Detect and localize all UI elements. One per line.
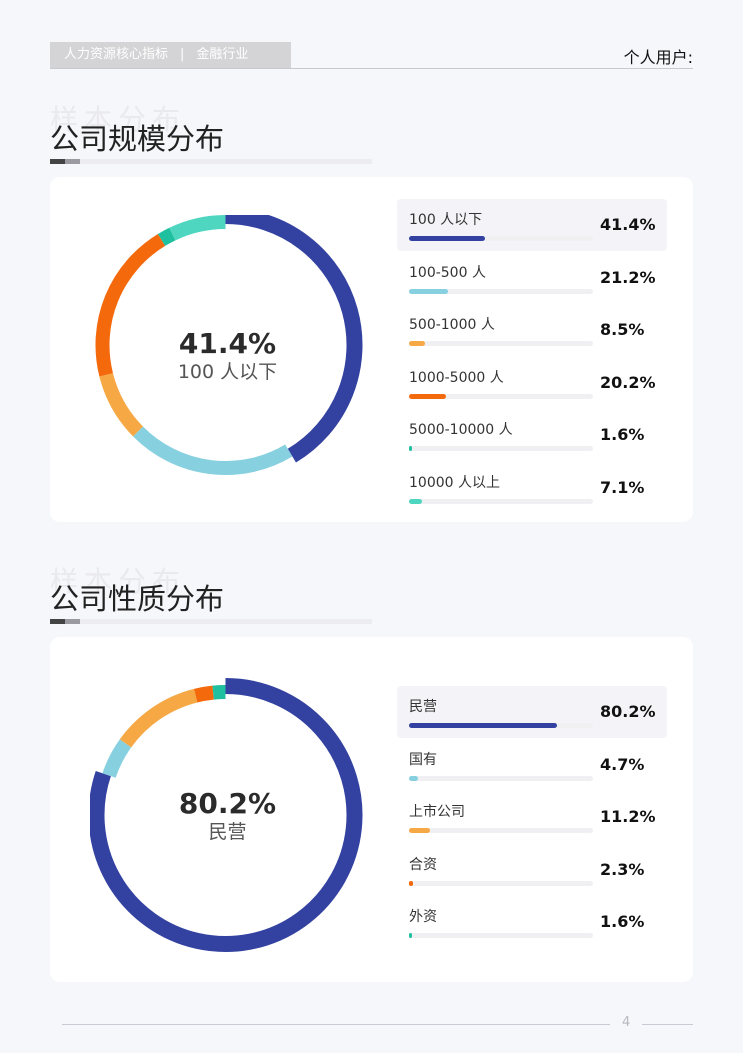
legend-company-size: 100 人以下 41.4% 100-500 人 21.2% 500-1000 人 8.5%… [397, 199, 667, 515]
legend-bar-track [409, 341, 593, 347]
donut-slice[interactable] [99, 372, 144, 437]
donut-slice[interactable] [225, 208, 363, 463]
donut-slice[interactable] [95, 233, 166, 377]
section-underline [50, 619, 372, 624]
legend-highlight [397, 199, 667, 251]
legend-percentage: 41.4% [600, 215, 656, 234]
chart-card-company-type: 80.2% 民营 民营 80.2% 国有 4.7% 上市公司 11.2% 合资 2.3% 外资 1… [50, 637, 693, 982]
legend-bar-fill [409, 723, 557, 728]
donut-svg [88, 678, 363, 952]
legend-bar-fill [409, 341, 425, 347]
breadcrumb: 人力资源核心指标 | 金融行业 [50, 42, 291, 68]
legend-bar-track [409, 828, 593, 834]
donut-slice[interactable] [157, 227, 176, 246]
legend-item[interactable]: 5000-10000 人 1.6% [397, 409, 667, 462]
legend-percentage: 11.2% [600, 807, 656, 827]
legend-bar-fill [409, 775, 418, 781]
legend-percentage: 80.2% [600, 702, 656, 721]
legend-bar-track [409, 775, 593, 781]
user-label: 个人用户: [623, 48, 693, 67]
donut-slice[interactable] [193, 685, 214, 703]
legend-percentage: 1.6% [600, 425, 645, 445]
donut-slice[interactable] [169, 215, 226, 241]
legend-percentage: 20.2% [600, 372, 656, 392]
legend-percentage: 4.7% [600, 754, 645, 774]
legend-bar-fill [409, 288, 448, 294]
legend-bar-track [409, 393, 593, 399]
legend-bar-fill [409, 236, 486, 241]
header-bar: 人力资源核心指标 | 金融行业 个人用户: [50, 42, 693, 70]
donut-center-label: 民营 [208, 821, 247, 843]
legend-bar-fill [409, 828, 430, 834]
donut-chart-company-type: 80.2% 民营 [88, 675, 365, 958]
breadcrumb-sub: 金融行业 [196, 47, 249, 62]
section-title-company-type: 公司性质分布 [50, 582, 225, 616]
legend-label: 10000 人以上 [409, 474, 500, 491]
legend-bar-track [409, 236, 593, 241]
donut-center-value: 41.4% [178, 327, 277, 360]
legend-item[interactable]: 100 人以下 41.4% [397, 199, 667, 252]
legend-bar-fill [409, 393, 447, 399]
legend-bar-track [409, 933, 593, 939]
donut-slice[interactable] [88, 678, 363, 952]
section-underline [50, 159, 372, 164]
legend-bar-track [409, 288, 593, 294]
legend-bar-fill [409, 933, 412, 939]
donut-slice[interactable] [212, 685, 226, 700]
legend-label: 合资 [409, 856, 437, 873]
legend-bar-fill [409, 498, 423, 504]
legend-percentage: 2.3% [600, 859, 645, 879]
chart-card-company-size: 41.4% 100 人以下 100 人以下 41.4% 100-500 人 21.2%… [50, 177, 693, 522]
legend-percentage: 8.5% [600, 320, 645, 340]
donut-slice[interactable] [102, 739, 132, 778]
legend-item[interactable]: 100-500 人 21.2% [397, 252, 667, 305]
legend-bar-track [409, 723, 593, 728]
legend-item[interactable]: 国有 4.7% [397, 739, 667, 792]
legend-label: 上市公司 [409, 804, 465, 821]
section-title-company-size: 公司规模分布 [50, 122, 225, 156]
donut-svg [95, 208, 363, 475]
legend-bar-fill [409, 880, 414, 886]
legend-label: 5000-10000 人 [409, 422, 513, 439]
donut-center-value: 80.2% [178, 787, 277, 820]
legend-label: 100-500 人 [409, 264, 486, 281]
legend-item[interactable]: 民营 80.2% [397, 686, 667, 739]
breadcrumb-separator: | [180, 47, 185, 62]
legend-highlight [397, 686, 667, 738]
legend-bar-fill [409, 446, 412, 452]
legend-bar-track [409, 446, 593, 452]
legend-company-type: 民营 80.2% 国有 4.7% 上市公司 11.2% 合资 2.3% 外资 1.6% [397, 686, 667, 949]
donut-slice[interactable] [119, 688, 198, 748]
legend-percentage: 21.2% [600, 267, 656, 287]
donut-center-label: 100 人以下 [177, 361, 278, 383]
legend-label: 500-1000 人 [409, 317, 495, 334]
legend-item[interactable]: 10000 人以上 7.1% [397, 462, 667, 515]
legend-label: 100 人以下 [409, 212, 483, 228]
legend-item[interactable]: 外资 1.6% [397, 896, 667, 949]
legend-item[interactable]: 1000-5000 人 20.2% [397, 357, 667, 410]
page-number: 4 [622, 1015, 631, 1030]
legend-item[interactable]: 合资 2.3% [397, 844, 667, 897]
legend-bar-track [409, 880, 593, 886]
footer-divider [642, 1024, 693, 1025]
breadcrumb-main: 人力资源核心指标 [64, 47, 169, 62]
legend-label: 1000-5000 人 [409, 369, 504, 386]
donut-slice[interactable] [133, 426, 293, 475]
footer-divider [62, 1024, 610, 1025]
header-divider [50, 68, 693, 69]
legend-label: 民营 [409, 699, 437, 715]
section-watermark: 样本分布 [50, 103, 187, 136]
section-watermark: 样本分布 [50, 565, 187, 598]
legend-bar-track [409, 498, 593, 504]
legend-percentage: 1.6% [600, 912, 645, 932]
legend-item[interactable]: 500-1000 人 8.5% [397, 304, 667, 357]
legend-item[interactable]: 上市公司 11.2% [397, 791, 667, 844]
legend-label: 国有 [409, 751, 437, 768]
legend-percentage: 7.1% [600, 477, 645, 497]
legend-label: 外资 [409, 909, 437, 926]
donut-chart-company-size: 41.4% 100 人以下 [90, 208, 365, 478]
